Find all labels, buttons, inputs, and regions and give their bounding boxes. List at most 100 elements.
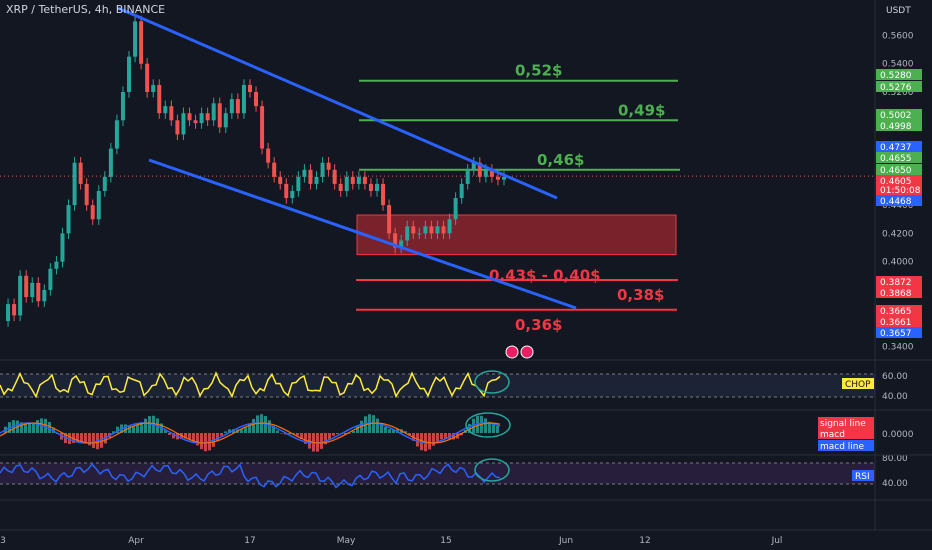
- candle-body: [417, 233, 422, 235]
- macd-histogram-bar: [496, 425, 499, 433]
- macd-histogram-bar: [328, 433, 331, 440]
- macd-histogram-bar: [88, 433, 91, 446]
- macd-legend-tag: [818, 428, 874, 439]
- indicator-tag: [842, 378, 874, 389]
- price-tag: [876, 316, 922, 327]
- macd-histogram-bar: [92, 433, 95, 449]
- candle-body: [139, 21, 144, 64]
- time-tick-label: 3: [0, 536, 6, 546]
- candle-body: [495, 176, 500, 180]
- price-tick-label: 0.5400: [882, 60, 914, 70]
- macd-histogram-bar: [188, 433, 191, 440]
- candle-body: [483, 169, 488, 177]
- macd-line: [0, 422, 501, 444]
- candle-body: [332, 169, 337, 184]
- price-tag-label: 0.4737: [880, 143, 912, 153]
- macd-histogram-bar: [128, 425, 131, 433]
- candle-body: [296, 176, 301, 191]
- candle-body: [350, 176, 355, 184]
- price-tag-label: 0.3665: [880, 307, 912, 317]
- macd-histogram-bar: [300, 433, 303, 440]
- chop-line: [0, 371, 501, 399]
- price-tag-label: 01:50:08: [880, 186, 921, 196]
- signal-line: [0, 422, 501, 444]
- macd-histogram-bar: [488, 421, 491, 433]
- price-tag-label: 0.3872: [880, 278, 912, 288]
- chop-tick: 60.00: [882, 372, 908, 382]
- candle-body: [502, 176, 506, 180]
- price-tag: [876, 141, 922, 152]
- price-tag: [876, 276, 922, 287]
- candle-body: [24, 275, 29, 298]
- level-label: 0,49$: [618, 101, 665, 119]
- candle-body: [72, 162, 77, 206]
- candle-body: [435, 226, 440, 234]
- candle-body: [320, 162, 325, 177]
- macd-histogram-bar: [28, 423, 31, 433]
- macd-histogram-bar: [164, 429, 167, 433]
- candle-body: [308, 169, 313, 184]
- macd-histogram-bar: [32, 422, 35, 433]
- macd-histogram-bar: [84, 433, 87, 443]
- macd-histogram-bar: [80, 433, 83, 442]
- time-tick-label: 17: [244, 536, 255, 546]
- candle-body: [169, 106, 174, 121]
- candle-body: [489, 169, 494, 177]
- candle-body: [36, 282, 41, 302]
- candle-body: [90, 205, 95, 220]
- price-tag-label: 0.4650: [880, 166, 912, 176]
- macd-histogram-bar: [296, 433, 299, 436]
- macd-histogram-bar: [44, 418, 47, 433]
- rsi-tick: 40.00: [882, 479, 908, 489]
- level-label: 0,36$: [515, 316, 562, 334]
- macd-histogram-bar: [272, 425, 275, 433]
- zone-label: 0,43$ - 0,40$: [489, 267, 601, 285]
- candle-body: [368, 183, 373, 191]
- macd-histogram-bar: [288, 433, 291, 435]
- candle-body: [441, 226, 446, 234]
- candle-body: [127, 56, 132, 93]
- candle-body: [193, 120, 198, 124]
- candle-body: [423, 226, 428, 234]
- candle-body: [6, 304, 11, 322]
- chop-band: [0, 374, 875, 397]
- candle-body: [362, 176, 367, 184]
- time-tick-label: 15: [440, 536, 451, 546]
- macd-histogram-bar: [276, 430, 279, 433]
- event-icon: [505, 345, 519, 359]
- candle-body: [229, 99, 234, 114]
- price-tag: [876, 184, 922, 195]
- macd-histogram-bar: [116, 426, 119, 433]
- candle-body: [314, 176, 319, 184]
- macd-histogram-bar: [100, 433, 103, 448]
- channel-lower-line: [148, 158, 577, 310]
- rsi-name: RSI: [855, 472, 870, 482]
- candle-body: [181, 113, 186, 135]
- macd-histogram-bar: [388, 429, 391, 433]
- macd-histogram-bar: [60, 433, 63, 440]
- macd-histogram-bar: [344, 433, 347, 435]
- macd-histogram-bar: [468, 423, 471, 433]
- macd-histogram-bar: [380, 423, 383, 433]
- candle-body: [108, 148, 113, 177]
- candle-body: [278, 176, 283, 184]
- time-tick-label: May: [337, 536, 356, 546]
- macd-histogram-bar: [24, 423, 27, 433]
- candle-body: [235, 99, 240, 114]
- macd-histogram-bar: [324, 433, 327, 445]
- macd-histogram-bar: [196, 433, 199, 446]
- candle-body: [133, 21, 138, 57]
- candle-body: [42, 289, 47, 302]
- price-tag-label: 0.3661: [880, 318, 912, 328]
- macd-histogram-bar: [140, 422, 143, 433]
- macd-histogram-bar: [304, 433, 307, 444]
- macd-histogram-bar: [332, 433, 335, 436]
- price-tag: [876, 120, 922, 131]
- candle-body: [465, 169, 470, 184]
- currency-label: USDT: [886, 6, 911, 16]
- macd-histogram-bar: [136, 424, 139, 433]
- macd-legend-tag: [818, 417, 874, 428]
- price-tag-label: 0.4998: [880, 122, 912, 132]
